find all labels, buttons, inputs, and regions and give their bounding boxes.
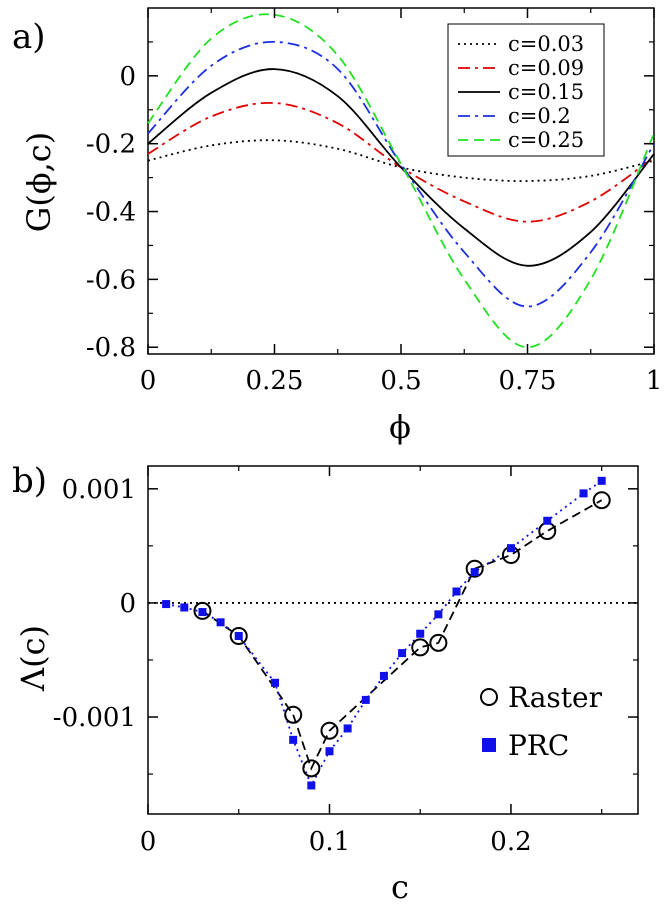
- panel-a-x-tick-label: 1: [646, 366, 663, 396]
- series-line-PRC: [165, 480, 603, 788]
- panel-b-y-tick-label: -0.001: [53, 703, 136, 733]
- panel-b-y-tick-label: 0.001: [62, 475, 136, 505]
- point-PRC: [307, 781, 316, 790]
- panel-b-x-axis-label: c: [391, 868, 409, 906]
- panel-b-x-tick-label: 0.1: [309, 827, 350, 857]
- point-Raster: [302, 759, 321, 778]
- point-PRC: [597, 476, 606, 485]
- point-Raster: [411, 638, 430, 657]
- legend-label-PRC: PRC: [508, 729, 569, 762]
- panel-a-label: a): [12, 17, 46, 57]
- panel-a-x-axis-label: ϕ: [389, 408, 411, 446]
- panel-a-y-tick-label: -0.2: [86, 130, 136, 160]
- point-PRC: [579, 489, 588, 498]
- panel-a-y-axis-label: G(ϕ,c): [20, 132, 58, 232]
- panel-b-ticks: 0 0.1 0.2 0.001 0 -0.001: [53, 466, 638, 857]
- panel-a-legend: c=0.03c=0.09c=0.15c=0.2c=0.25: [447, 23, 605, 157]
- point-PRC: [379, 671, 388, 680]
- legend-label-c=0.15: c=0.15: [508, 80, 584, 104]
- legend-label-Raster: Raster: [508, 681, 603, 714]
- panel-b-plot-area: [147, 465, 639, 815]
- point-PRC: [234, 632, 243, 641]
- panel-a-y-tick-label: -0.4: [86, 198, 136, 228]
- point-PRC: [506, 544, 515, 553]
- series-line-c=0.25: [147, 13, 655, 349]
- panel-b-y-axis-label: Λ(c): [14, 625, 52, 692]
- point-PRC: [543, 516, 552, 525]
- point-PRC: [325, 747, 334, 756]
- point-PRC: [361, 695, 370, 704]
- legend-label-c=0.03: c=0.03: [508, 32, 584, 56]
- point-PRC: [289, 735, 298, 744]
- point-Raster: [429, 633, 448, 652]
- legend-swatch-Raster: [480, 688, 498, 706]
- panel-b-y-tick-label: 0: [119, 589, 136, 619]
- panel-a-y-tick-label: -0.6: [86, 265, 136, 295]
- point-Raster: [538, 522, 557, 541]
- legend-swatch-PRC: [482, 738, 496, 752]
- series-line-c=0.15: [147, 68, 655, 267]
- point-PRC: [180, 603, 189, 612]
- panel-b-label: b): [12, 461, 47, 501]
- point-PRC: [198, 608, 207, 617]
- point-PRC: [398, 649, 407, 658]
- legend-label-c=0.25: c=0.25: [508, 128, 584, 152]
- point-PRC: [271, 678, 280, 687]
- panel-b: b) 0 0.1 0.2 0.001 0 -0.001 c Λ(c) Raster PRC: [12, 461, 639, 906]
- legend-label-c=0.09: c=0.09: [508, 56, 584, 80]
- panel-a: a) 0 0.25 0.5 0.75 1 0 -0.2 -0.4 -0.6 -0.8 ϕ G(ϕ,…: [12, 7, 662, 446]
- panel-a-x-tick-label: 0.5: [380, 366, 421, 396]
- legend-label-c=0.2: c=0.2: [508, 104, 571, 128]
- point-PRC: [452, 587, 461, 596]
- panel-a-y-tick-label: -0.8: [86, 333, 136, 363]
- point-PRC: [416, 629, 425, 638]
- panel-b-x-tick-label: 0: [140, 827, 157, 857]
- panel-b-x-tick-label: 0.2: [490, 827, 531, 857]
- panel-a-x-tick-label: 0.25: [246, 366, 304, 396]
- point-Raster: [193, 601, 212, 620]
- panel-a-series: [147, 13, 655, 349]
- panel-a-x-tick-label: 0: [140, 366, 157, 396]
- point-PRC: [343, 724, 352, 733]
- point-Raster: [284, 705, 303, 724]
- point-Raster: [465, 559, 484, 578]
- panel-b-legend: Raster PRC: [480, 681, 603, 762]
- point-PRC: [470, 568, 479, 577]
- panel-a-ticks: 0 0.25 0.5 0.75 1 0 -0.2 -0.4 -0.6 -0.8: [86, 8, 662, 396]
- point-Raster: [320, 721, 339, 740]
- panel-a-x-tick-label: 0.75: [499, 366, 557, 396]
- panel-b-series: [162, 476, 611, 790]
- panel-a-legend-box: [447, 23, 605, 157]
- point-PRC: [434, 610, 443, 619]
- panel-a-y-tick-label: 0: [119, 62, 136, 92]
- point-Raster: [229, 627, 248, 646]
- series-line-c=0.2: [147, 40, 655, 308]
- point-Raster: [592, 491, 611, 510]
- point-PRC: [162, 600, 171, 609]
- point-PRC: [216, 618, 225, 627]
